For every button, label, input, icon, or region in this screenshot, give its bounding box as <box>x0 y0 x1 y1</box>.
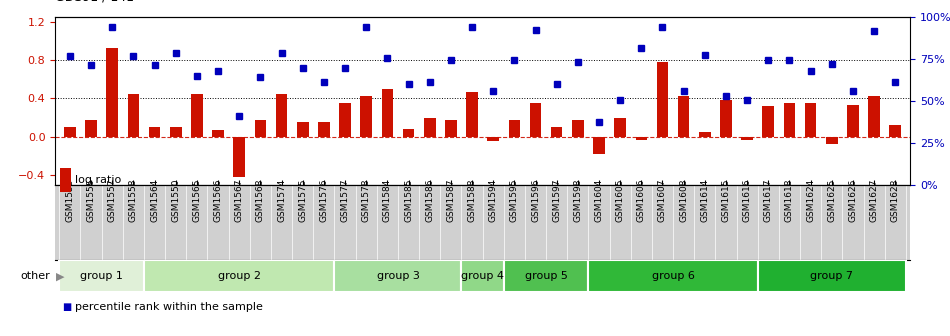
Text: group 2: group 2 <box>218 271 260 281</box>
Bar <box>678 96 690 137</box>
Bar <box>504 260 588 292</box>
Bar <box>64 127 76 137</box>
Text: other: other <box>21 271 50 281</box>
Bar <box>615 118 626 137</box>
Bar <box>445 121 457 137</box>
Bar <box>127 94 140 137</box>
Bar <box>191 94 202 137</box>
Bar <box>106 48 118 137</box>
Bar <box>144 260 334 292</box>
Bar <box>318 122 330 137</box>
Bar <box>720 100 732 137</box>
Text: GDS91 / 141: GDS91 / 141 <box>55 0 134 3</box>
Bar <box>868 96 880 137</box>
Text: group 3: group 3 <box>376 271 419 281</box>
Text: group 1: group 1 <box>80 271 124 281</box>
Bar <box>763 106 774 137</box>
Bar <box>636 137 647 140</box>
Bar <box>656 62 668 137</box>
Bar <box>847 105 859 137</box>
Text: group 7: group 7 <box>810 271 853 281</box>
Bar <box>149 127 161 137</box>
Bar <box>339 103 351 137</box>
Text: ▶: ▶ <box>56 271 65 281</box>
Bar <box>334 260 462 292</box>
Bar <box>699 132 711 137</box>
Bar <box>826 137 838 143</box>
Bar <box>758 260 906 292</box>
Text: log ratio: log ratio <box>75 175 122 185</box>
Bar <box>805 103 816 137</box>
Bar <box>572 121 583 137</box>
Bar <box>508 121 521 137</box>
Bar <box>889 125 902 137</box>
Bar <box>360 96 372 137</box>
Bar <box>255 121 266 137</box>
Bar <box>741 137 753 140</box>
Bar <box>588 260 758 292</box>
Text: group 5: group 5 <box>524 271 567 281</box>
Bar <box>784 103 795 137</box>
Bar <box>212 130 224 137</box>
Text: percentile rank within the sample: percentile rank within the sample <box>75 302 263 312</box>
Bar <box>86 121 97 137</box>
Bar <box>297 122 309 137</box>
Bar <box>382 89 393 137</box>
Bar <box>170 127 181 137</box>
Bar <box>466 92 478 137</box>
Bar <box>593 137 605 154</box>
Bar <box>487 137 499 141</box>
Bar <box>403 129 414 137</box>
Text: group 6: group 6 <box>652 271 694 281</box>
Bar <box>462 260 504 292</box>
Bar <box>276 94 287 137</box>
Bar <box>234 137 245 177</box>
Text: ■: ■ <box>62 302 71 312</box>
Bar <box>530 103 541 137</box>
Text: group 4: group 4 <box>461 271 504 281</box>
Bar <box>424 118 435 137</box>
Bar <box>59 260 144 292</box>
Bar <box>551 127 562 137</box>
